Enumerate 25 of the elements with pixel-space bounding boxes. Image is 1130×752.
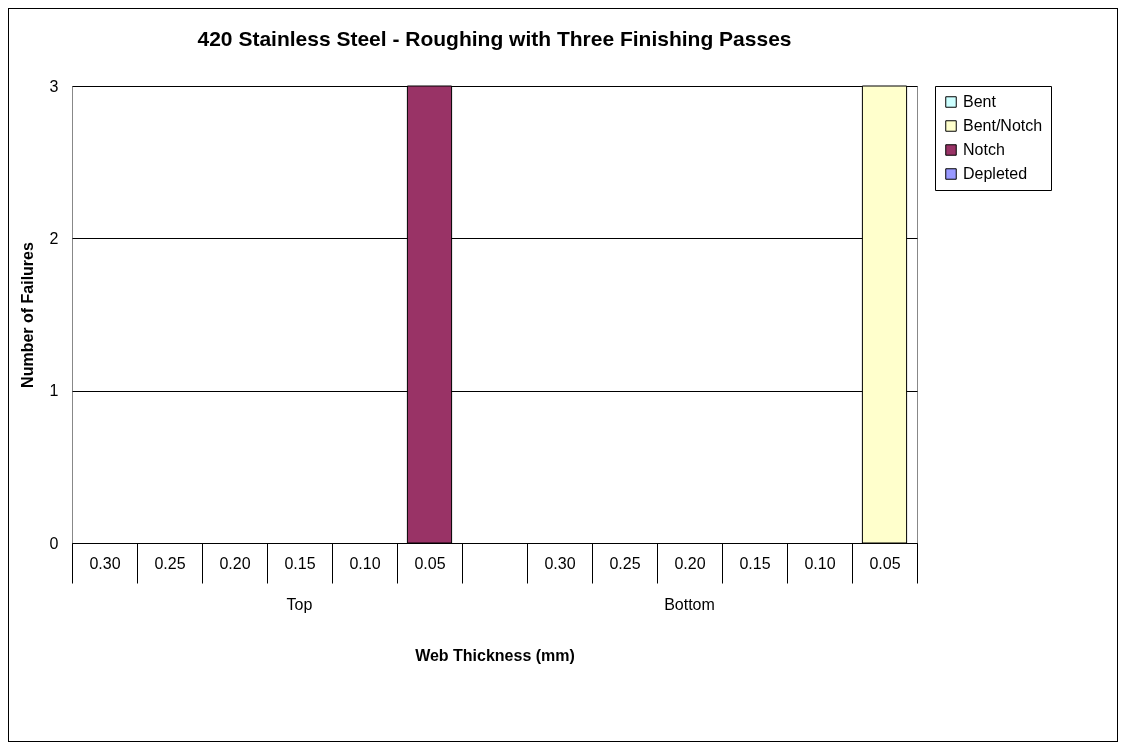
- y-tick-label: 0: [49, 534, 59, 552]
- legend-label: Bent/Notch: [963, 117, 1043, 134]
- legend-label: Notch: [963, 141, 1005, 158]
- y-tick-label: 3: [49, 77, 59, 95]
- x-tick-label: 0.25: [154, 554, 186, 572]
- x-axis-title: Web Thickness (mm): [415, 647, 575, 664]
- legend-label: Bent: [963, 93, 997, 110]
- legend-label: Depleted: [963, 165, 1028, 182]
- x-tick-label: 0.05: [414, 554, 446, 572]
- x-tick-label: 0.30: [89, 554, 121, 572]
- x-tick-label: 0.25: [609, 554, 641, 572]
- x-tick-label: 0.20: [674, 554, 706, 572]
- x-tick-label: 0.20: [219, 554, 251, 572]
- y-tick-label: 2: [49, 229, 59, 247]
- x-tick-label: 0.10: [349, 554, 381, 572]
- y-tick-label: 1: [49, 382, 59, 400]
- y-axis-title: Number of Failures: [18, 242, 36, 388]
- x-tick-label: 0.30: [544, 554, 576, 572]
- chart-title: 420 Stainless Steel - Roughing with Three Finishing Passes: [197, 27, 792, 50]
- x-tick-label: 0.10: [804, 554, 836, 572]
- text: Top: [286, 596, 313, 613]
- text: Bottom: [664, 596, 715, 613]
- x-tick-label: 0.15: [739, 554, 771, 572]
- x-tick-label: 0.05: [869, 554, 901, 572]
- x-tick-label: 0.15: [284, 554, 316, 572]
